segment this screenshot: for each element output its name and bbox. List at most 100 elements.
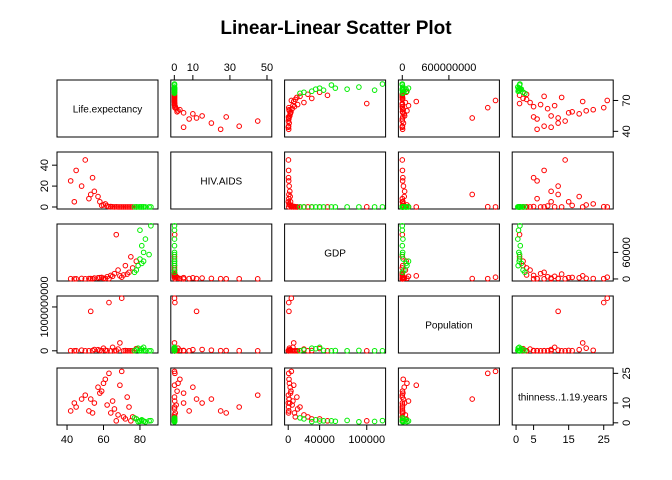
x-tick-label: 15 <box>563 434 575 446</box>
point <box>148 222 154 229</box>
point <box>363 204 370 210</box>
point <box>117 204 123 210</box>
point <box>285 400 292 406</box>
point <box>285 157 292 163</box>
point <box>544 105 551 112</box>
point <box>285 174 292 181</box>
point <box>530 275 537 282</box>
point <box>305 204 311 210</box>
point <box>104 402 110 408</box>
point <box>291 410 298 416</box>
point <box>106 299 112 306</box>
point <box>576 111 582 117</box>
y-tick-label: 0 <box>621 276 633 282</box>
point <box>308 345 315 351</box>
point <box>171 260 178 267</box>
point <box>171 98 178 105</box>
point <box>131 347 138 354</box>
point <box>492 204 499 210</box>
point <box>142 204 149 210</box>
point <box>217 275 224 282</box>
point <box>527 99 533 106</box>
panel-frame <box>284 223 387 282</box>
point <box>541 123 547 129</box>
point <box>413 98 420 105</box>
point <box>399 242 406 249</box>
point <box>520 95 526 102</box>
point <box>399 392 406 398</box>
point <box>78 275 85 282</box>
point <box>518 86 525 92</box>
point <box>344 86 350 92</box>
point <box>190 275 196 281</box>
point <box>126 404 132 410</box>
point <box>548 276 554 282</box>
point <box>186 408 192 414</box>
point <box>106 370 112 377</box>
point <box>172 299 178 306</box>
point <box>320 347 327 354</box>
point <box>399 408 406 414</box>
point <box>527 204 533 210</box>
point <box>285 178 292 184</box>
point <box>558 94 565 101</box>
point <box>115 267 121 273</box>
panel-frame <box>56 367 159 426</box>
point <box>534 347 540 354</box>
point <box>71 276 78 282</box>
point <box>67 347 74 354</box>
point <box>399 90 406 97</box>
point <box>517 222 523 229</box>
point <box>82 157 89 163</box>
point <box>328 82 335 88</box>
panel-frame <box>284 367 387 426</box>
point <box>87 191 94 198</box>
point <box>301 347 307 353</box>
point <box>534 178 540 184</box>
point <box>569 202 575 209</box>
x-tick-label: 0 <box>171 62 177 74</box>
point <box>548 113 554 119</box>
point <box>186 347 192 354</box>
y-tick-label: 20 <box>39 180 51 192</box>
point <box>137 204 143 210</box>
point <box>332 85 339 91</box>
point <box>190 384 196 390</box>
point <box>401 193 408 200</box>
point <box>288 388 294 394</box>
point <box>290 98 297 105</box>
point <box>565 198 572 205</box>
point <box>492 368 499 375</box>
point <box>217 408 224 414</box>
point <box>106 203 112 210</box>
point <box>413 382 420 389</box>
panel-frame <box>284 151 387 210</box>
point <box>399 404 406 410</box>
point <box>583 345 589 351</box>
variable-label: HIV.AIDS <box>200 177 242 188</box>
point <box>89 174 96 181</box>
point <box>523 204 530 210</box>
point <box>118 204 125 210</box>
point <box>148 204 154 210</box>
point <box>530 103 537 110</box>
point <box>171 236 178 242</box>
point <box>124 348 130 354</box>
point <box>208 347 215 353</box>
point <box>177 347 183 354</box>
point <box>371 204 378 210</box>
point <box>356 204 362 210</box>
point <box>199 400 205 406</box>
point <box>180 124 187 131</box>
point <box>236 347 242 354</box>
point <box>405 102 412 109</box>
point <box>297 347 303 354</box>
point <box>113 231 120 238</box>
point <box>186 116 192 122</box>
point <box>199 346 205 353</box>
point <box>363 347 370 354</box>
point <box>569 108 575 115</box>
x-tick-label: 50 <box>261 62 273 74</box>
point <box>98 202 105 209</box>
point <box>399 108 406 115</box>
